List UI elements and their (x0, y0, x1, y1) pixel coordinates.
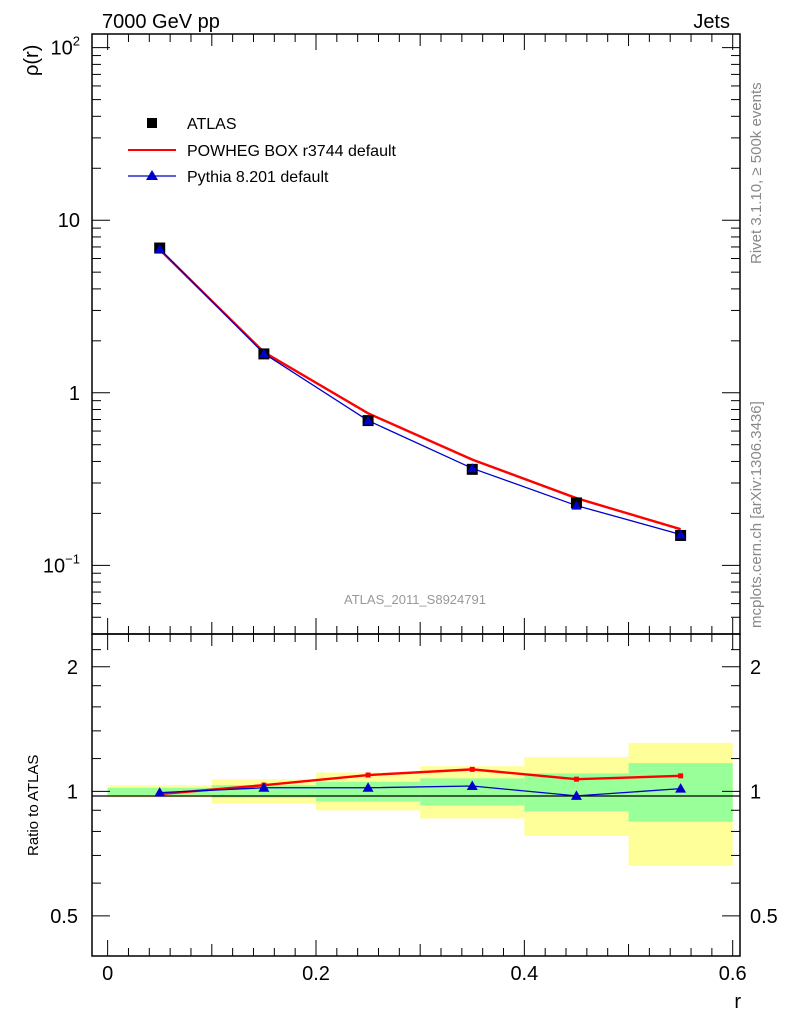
main-y-tick-label: 10−1 (43, 551, 80, 577)
main-y-tick-label: 1 (69, 383, 80, 405)
header-left-label: 7000 GeV pp (102, 11, 220, 33)
legend: ATLAS POWHEG BOX r3744 default Pythia 8.… (128, 116, 397, 186)
legend-pythia-label: Pythia 8.201 default (187, 169, 329, 186)
x-tick-label: 0.4 (510, 963, 538, 985)
ratio-series (154, 766, 687, 800)
x-tick-label: 0.2 (302, 963, 330, 985)
ratio-pythia-point (258, 782, 270, 792)
main-y-ticks: 102 10 1 10−1 (43, 34, 740, 635)
ratio-powheg-point (365, 772, 371, 778)
ratio-pythia-curve (159, 785, 681, 797)
legend-powheg-label: POWHEG BOX r3744 default (187, 143, 397, 160)
legend-atlas-marker (147, 118, 157, 128)
pythia-point (363, 415, 374, 425)
ratio-uncertainty-bands (107, 742, 733, 867)
ratio-pythia-point (362, 782, 374, 792)
pythia-point (571, 500, 582, 510)
powheg-curve (158, 248, 681, 531)
main-y-axis-label: ρ(r) (21, 45, 43, 76)
x-ticks: 0 0.2 0.4 0.6 (102, 34, 747, 985)
legend-atlas-label: ATLAS (187, 116, 237, 133)
ratio-pythia-point (570, 790, 582, 800)
x-tick-label: 0 (102, 963, 113, 985)
x-tick-label: 0.6 (719, 963, 747, 985)
analysis-id-label: ATLAS_2011_S8924791 (344, 592, 486, 607)
pythia-curve (159, 248, 681, 536)
x-axis-label: r (734, 991, 741, 1013)
ratio-y-tick-label: 0.5 (50, 906, 78, 928)
ratio-pythia-point (466, 780, 478, 791)
pythia-point (258, 348, 269, 358)
ratio-pythia-point (154, 787, 166, 797)
pythia-point (675, 529, 686, 539)
mcplots-side-label: mcplots.cern.ch [arXiv:1306.3436] (748, 401, 765, 628)
main-series (154, 242, 687, 541)
ratio-y-tick-label-right: 2 (750, 657, 761, 679)
main-y-tick-label: 102 (51, 34, 80, 60)
ratio-pythia-point (675, 783, 687, 793)
ratio-panel-frame (91, 633, 741, 957)
ratio-y-axis-label: Ratio to ATLAS (25, 755, 42, 856)
main-y-tick-label: 10 (58, 210, 80, 232)
ratio-y-tick-label-right: 0.5 (750, 906, 778, 928)
ratio-powheg-curve (159, 768, 681, 796)
header-right-label: Jets (693, 11, 730, 33)
ratio-y-ticks: 0.5 0.5 1 1 2 2 (50, 633, 778, 957)
ratio-y-tick-label-right: 1 (750, 781, 761, 803)
rivet-side-label: Rivet 3.1.10, ≥ 500k events (748, 82, 765, 264)
ratio-y-tick-label: 2 (67, 657, 78, 679)
ratio-powheg-point (469, 766, 475, 772)
pythia-point (467, 463, 478, 473)
ratio-powheg-point (573, 776, 579, 782)
ratio-y-tick-label: 1 (67, 781, 78, 803)
ratio-powheg-point (678, 773, 684, 779)
legend-pythia-marker (146, 170, 158, 180)
pythia-point (154, 243, 165, 253)
